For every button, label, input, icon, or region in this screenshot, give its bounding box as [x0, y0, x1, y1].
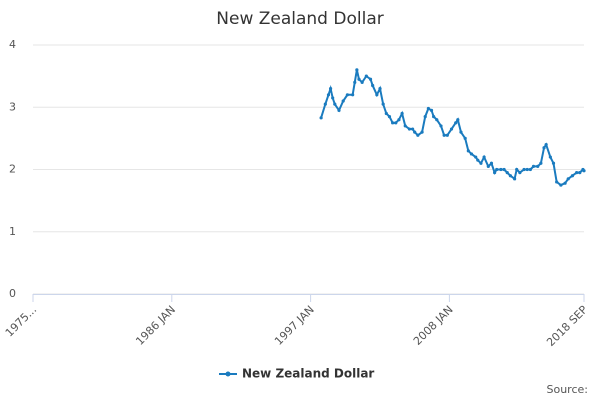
- point: [368, 77, 373, 81]
- y-tick-label: 1: [9, 225, 16, 238]
- point: [400, 111, 404, 116]
- point: [469, 152, 474, 156]
- y-tick-label: 3: [9, 100, 16, 113]
- point: [463, 136, 467, 140]
- x-tick-label: 1997 JAN: [272, 303, 317, 348]
- y-tick-label: 4: [9, 38, 16, 51]
- point: [486, 164, 490, 168]
- point: [381, 102, 385, 106]
- point: [432, 114, 436, 119]
- point: [525, 167, 529, 172]
- point: [548, 155, 552, 159]
- point: [333, 102, 337, 106]
- point: [555, 180, 559, 184]
- point: [499, 167, 503, 172]
- point: [466, 149, 470, 153]
- point: [397, 118, 401, 122]
- point: [435, 118, 439, 122]
- point: [505, 171, 509, 175]
- y-tick-label: 0: [9, 287, 16, 300]
- point: [551, 161, 556, 165]
- point: [449, 127, 454, 131]
- point: [357, 77, 361, 81]
- point: [559, 183, 563, 187]
- point: [337, 108, 341, 112]
- point: [515, 167, 519, 172]
- point: [454, 121, 458, 125]
- point: [378, 86, 382, 91]
- point: [345, 93, 350, 97]
- point: [371, 83, 375, 88]
- point: [474, 155, 478, 159]
- point: [384, 111, 388, 116]
- point: [508, 174, 512, 178]
- point: [355, 68, 359, 72]
- point: [518, 171, 522, 175]
- source: Source:: [547, 383, 589, 396]
- x-tick-label: 1986 JAN: [133, 303, 178, 348]
- point: [387, 114, 392, 119]
- point: [528, 167, 532, 172]
- point: [341, 99, 345, 103]
- point: [394, 121, 398, 125]
- point: [536, 164, 540, 168]
- point: [456, 118, 460, 122]
- point: [563, 181, 567, 185]
- legend-marker: [225, 371, 231, 377]
- point: [416, 133, 420, 137]
- point: [353, 80, 357, 84]
- point: [426, 106, 430, 111]
- point: [539, 161, 543, 165]
- legend-label: New Zealand Dollar: [242, 367, 374, 381]
- chart-title: New Zealand Dollar: [216, 9, 383, 29]
- point: [522, 167, 526, 172]
- point: [482, 155, 486, 159]
- x-tick-label: 1975...: [3, 303, 39, 339]
- point: [531, 164, 536, 168]
- point: [575, 171, 579, 175]
- point: [476, 158, 480, 162]
- point: [578, 171, 582, 175]
- point: [360, 80, 364, 84]
- point: [328, 86, 333, 91]
- point: [364, 74, 368, 78]
- point: [411, 127, 415, 131]
- point: [326, 93, 331, 97]
- x-tick-label: 2018 SEP: [544, 303, 590, 349]
- point: [495, 167, 499, 172]
- point: [479, 161, 483, 165]
- point: [351, 93, 355, 97]
- point: [459, 130, 463, 134]
- point: [544, 143, 548, 147]
- point: [413, 130, 417, 134]
- point: [512, 177, 517, 181]
- point: [331, 96, 335, 100]
- point: [502, 167, 506, 172]
- point: [391, 121, 395, 125]
- point: [489, 161, 494, 165]
- point: [323, 102, 327, 106]
- point: [570, 174, 575, 178]
- point: [566, 177, 570, 181]
- point: [493, 171, 497, 175]
- point: [375, 93, 379, 97]
- point: [439, 124, 443, 128]
- point: [420, 130, 424, 134]
- point: [445, 133, 449, 137]
- line: [320, 69, 585, 187]
- point: [542, 146, 546, 150]
- point: [407, 127, 412, 131]
- point: [319, 116, 323, 120]
- point: [423, 114, 427, 119]
- point: [429, 108, 434, 112]
- point: [442, 133, 446, 137]
- point: [403, 124, 407, 128]
- point: [582, 169, 586, 173]
- x-tick-label: 2008 JAN: [411, 303, 456, 348]
- y-tick-label: 2: [9, 163, 16, 176]
